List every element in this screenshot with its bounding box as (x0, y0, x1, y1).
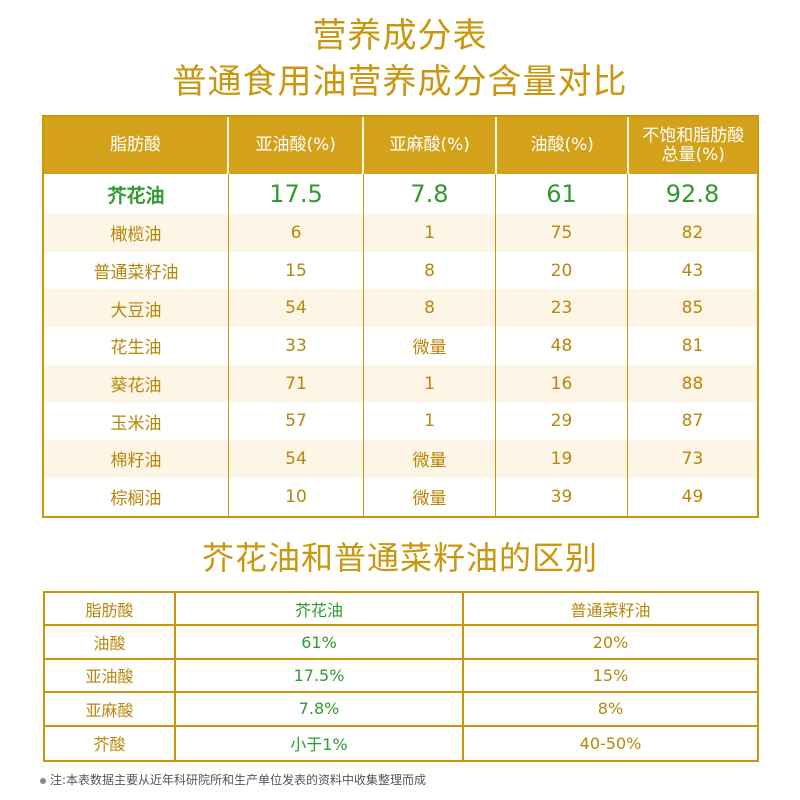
value-cell: 48 (496, 327, 628, 365)
header-unsaturated-total: 不饱和脂肪酸 总量(%) (629, 117, 757, 174)
table-row: 大豆油 54 8 23 85 (44, 289, 757, 328)
value-cell: 20 (496, 251, 628, 290)
value-cell: 54 (229, 440, 364, 478)
value-cell: 7.8% (176, 693, 464, 725)
value-cell: 微量 (364, 477, 496, 516)
bullet-icon (40, 777, 46, 784)
footnote-text: 注:本表数据主要从近年科研院所和生产单位发表的资料中收集整理而成 (50, 773, 427, 787)
oil-name-cell: 花生油 (44, 327, 229, 365)
value-cell: 8 (364, 289, 496, 328)
oil-name-cell: 棉籽油 (44, 440, 229, 478)
value-cell: 23 (496, 289, 628, 328)
fatty-acid-cell: 亚麻酸 (45, 693, 176, 725)
value-cell: 7.8 (364, 174, 496, 214)
header-oleic: 油酸(%) (497, 117, 630, 174)
table-row: 芥酸 小于1% 40-50% (45, 726, 757, 760)
table-row: 棕榈油 10 微量 39 49 (44, 477, 757, 516)
table-header-row: 脂肪酸 芥花油 普通菜籽油 (45, 593, 757, 627)
table-row: 花生油 33 微量 48 81 (44, 327, 757, 365)
table-row: 橄榄油 6 1 75 82 (44, 214, 757, 252)
value-cell: 1 (364, 214, 496, 252)
fatty-acid-cell: 油酸 (45, 626, 176, 658)
header-fatty-acid: 脂肪酸 (45, 593, 176, 625)
oil-name-cell: 橄榄油 (44, 214, 229, 252)
header-linolenic: 亚麻酸(%) (364, 117, 497, 174)
section-title: 芥花油和普通菜籽油的区别 (201, 539, 598, 577)
value-cell: 1 (364, 364, 496, 403)
header-rapeseed: 普通菜籽油 (570, 600, 651, 620)
value-cell: 73 (681, 448, 704, 469)
header-fatty-acid: 脂肪酸 (44, 117, 229, 174)
table-row: 普通菜籽油 15 8 20 43 (44, 251, 757, 290)
value-cell: 8% (597, 699, 624, 719)
page-subtitle: 普通食用油营养成分含量对比 (172, 62, 628, 102)
value-cell: 61% (176, 626, 464, 658)
value-cell: 15 (229, 251, 364, 290)
value-cell: 10 (229, 477, 364, 516)
table-row: 亚麻酸 7.8% 8% (45, 693, 757, 727)
value-cell: 81 (681, 335, 704, 356)
value-cell: 微量 (364, 327, 496, 365)
value-cell: 29 (496, 402, 628, 441)
value-cell: 43 (681, 260, 704, 281)
table-row: 玉米油 57 1 29 87 (44, 402, 757, 441)
value-cell: 75 (496, 214, 628, 252)
value-cell: 小于1% (176, 726, 464, 760)
oil-name-cell: 棕榈油 (44, 477, 229, 516)
value-cell: 16 (496, 364, 628, 403)
value-cell: 8 (364, 251, 496, 290)
table-header-row: 脂肪酸 亚油酸(%) 亚麻酸(%) 油酸(%) 不饱和脂肪酸 总量(%) (44, 117, 757, 174)
nutrition-comparison-table: 脂肪酸 亚油酸(%) 亚麻酸(%) 油酸(%) 不饱和脂肪酸 总量(%) 芥花油 1… (42, 115, 759, 518)
value-cell: 15% (592, 665, 629, 685)
value-cell: 1 (364, 402, 496, 441)
table-row: 芥花油 17.5 7.8 61 92.8 (44, 174, 757, 214)
fatty-acid-cell: 芥酸 (45, 726, 176, 760)
value-cell: 17.5 (229, 174, 364, 214)
footnote: 注:本表数据主要从近年科研院所和生产单位发表的资料中收集整理而成 (40, 771, 426, 789)
oil-name-cell: 葵花油 (44, 364, 229, 403)
value-cell: 6 (229, 214, 364, 252)
value-cell: 33 (229, 327, 364, 365)
header-unsaturated-total-label: 不饱和脂肪酸 总量(%) (642, 125, 745, 165)
value-cell: 61 (496, 174, 628, 214)
value-cell: 20% (592, 632, 629, 652)
fatty-acid-cell: 亚油酸 (45, 659, 176, 692)
value-cell: 54 (229, 289, 364, 328)
oil-name-cell: 大豆油 (44, 289, 229, 328)
difference-table: 脂肪酸 芥花油 普通菜籽油 油酸 61% 20% 亚油酸 17.5% 15% 亚麻酸 7.8%… (43, 591, 759, 762)
oil-name-cell: 玉米油 (44, 402, 229, 441)
table-row: 亚油酸 17.5% 15% (45, 659, 757, 694)
header-canola: 芥花油 (176, 593, 464, 625)
value-cell: 82 (681, 222, 704, 243)
value-cell: 40-50% (579, 733, 642, 753)
header-linoleic: 亚油酸(%) (229, 117, 365, 174)
value-cell: 88 (681, 373, 704, 394)
value-cell: 92.8 (665, 180, 720, 208)
table-row: 油酸 61% 20% (45, 626, 757, 660)
value-cell: 57 (229, 402, 364, 441)
value-cell: 微量 (364, 440, 496, 478)
value-cell: 87 (681, 411, 704, 432)
value-cell: 49 (681, 486, 704, 507)
value-cell: 85 (681, 298, 704, 319)
page-title: 营养成分表 (312, 16, 488, 56)
oil-name-cell: 芥花油 (44, 174, 229, 214)
table-row: 棉籽油 54 微量 19 73 (44, 440, 757, 478)
table-row: 葵花油 71 1 16 88 (44, 364, 757, 403)
value-cell: 71 (229, 364, 364, 403)
oil-name-cell: 普通菜籽油 (44, 251, 229, 290)
value-cell: 39 (496, 477, 628, 516)
value-cell: 17.5% (176, 659, 464, 692)
value-cell: 19 (496, 440, 628, 478)
